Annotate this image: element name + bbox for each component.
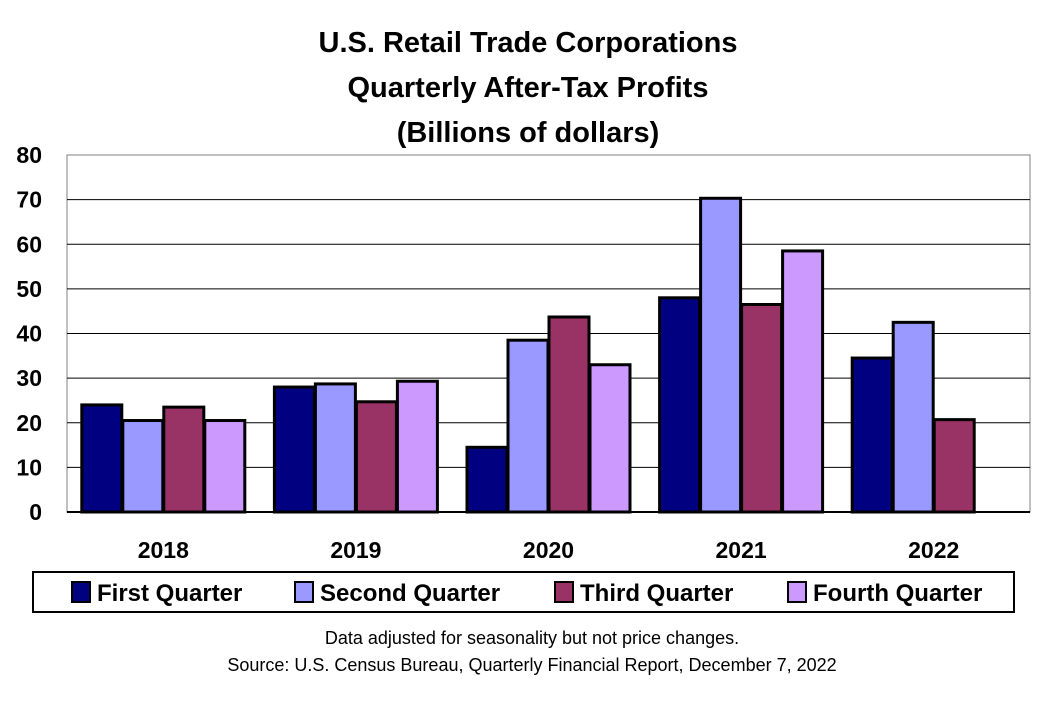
bar-first-quarter-2019	[272, 385, 316, 514]
legend-label: Fourth Quarter	[813, 580, 982, 607]
y-tick-label: 80	[16, 142, 42, 168]
bar-first-quarter-2021	[658, 296, 702, 514]
y-tick-label: 0	[29, 499, 42, 525]
bar-fourth-quarter-2019	[395, 379, 439, 514]
bar-first-quarter-2022	[850, 356, 894, 514]
y-tick-label: 10	[16, 454, 42, 480]
legend-swatch	[787, 581, 807, 603]
legend: First Quarter Second Quarter Third Quarter…	[71, 580, 982, 607]
bar-third-quarter-2022	[932, 418, 976, 514]
bar-second-quarter-2021	[699, 196, 743, 514]
y-tick-label: 40	[16, 321, 42, 347]
legend-swatch	[554, 581, 574, 603]
bar-second-quarter-2022	[891, 320, 935, 514]
bar-third-quarter-2019	[354, 400, 398, 514]
bar-second-quarter-2020	[506, 338, 550, 514]
bar-fourth-quarter-2020	[588, 363, 632, 514]
x-tick-label: 2020	[523, 537, 574, 563]
x-tick-label: 2021	[716, 537, 767, 563]
source-line: Source: U.S. Census Bureau, Quarterly Fi…	[227, 655, 836, 675]
bars	[80, 196, 976, 514]
chart-title: U.S. Retail Trade Corporations Quarterly…	[319, 27, 738, 149]
title-line-2: Quarterly After-Tax Profits	[348, 72, 709, 104]
y-tick-label: 60	[16, 231, 42, 257]
bar-first-quarter-2020	[465, 445, 509, 514]
legend-label: Second Quarter	[320, 580, 500, 607]
legend-label: First Quarter	[97, 580, 242, 607]
bar-third-quarter-2018	[162, 405, 206, 514]
y-tick-label: 30	[16, 365, 42, 391]
x-tick-label: 2019	[330, 537, 381, 563]
y-axis-ticks: 0 10 20 30 40 50 60 70 80	[16, 142, 42, 525]
legend-swatch	[71, 581, 91, 603]
x-axis-ticks: 2018 2019 2020 2021 2022	[138, 537, 960, 563]
y-tick-label: 70	[16, 187, 42, 213]
bar-third-quarter-2020	[547, 315, 591, 514]
bar-first-quarter-2018	[80, 403, 124, 514]
bar-second-quarter-2019	[313, 382, 357, 514]
bar-second-quarter-2018	[121, 419, 165, 514]
title-line-1: U.S. Retail Trade Corporations	[319, 27, 738, 59]
y-tick-label: 20	[16, 410, 42, 436]
note-line: Data adjusted for seasonality but not pr…	[325, 628, 739, 648]
bar-fourth-quarter-2018	[203, 419, 247, 514]
x-tick-label: 2018	[138, 537, 189, 563]
legend-swatch	[294, 581, 314, 603]
y-tick-label: 50	[16, 276, 42, 302]
legend-label: Third Quarter	[580, 580, 733, 607]
x-tick-label: 2022	[908, 537, 959, 563]
bar-fourth-quarter-2021	[781, 249, 825, 514]
bar-third-quarter-2021	[740, 302, 784, 514]
legend-box	[32, 571, 1015, 613]
title-line-3: (Billions of dollars)	[397, 117, 660, 149]
